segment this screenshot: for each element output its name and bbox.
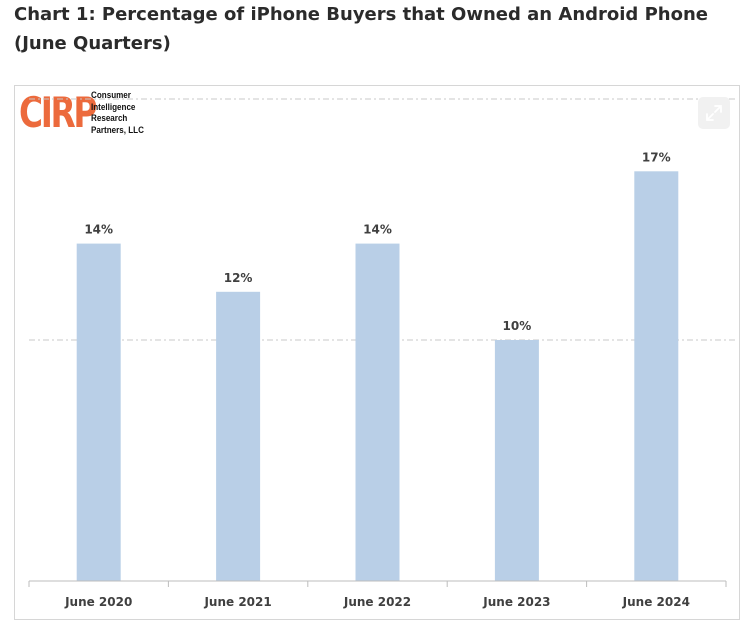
bar bbox=[76, 243, 121, 581]
x-tick-label: June 2022 bbox=[343, 595, 411, 609]
bar bbox=[355, 243, 400, 581]
expand-icon bbox=[706, 105, 722, 121]
expand-button[interactable] bbox=[698, 97, 730, 129]
data-label: 14% bbox=[363, 223, 392, 237]
data-label: 17% bbox=[642, 150, 671, 164]
logo-line: Research bbox=[91, 113, 128, 124]
data-label: 10% bbox=[503, 319, 532, 333]
bar bbox=[634, 171, 679, 582]
logo-line: Consumer bbox=[91, 90, 131, 101]
x-tick-label: June 2021 bbox=[203, 595, 271, 609]
page-title: Chart 1: Percentage of iPhone Buyers tha… bbox=[14, 4, 708, 54]
logo-mark: CIRP bbox=[19, 88, 97, 137]
logo-line: Intelligence bbox=[91, 101, 136, 113]
cirp-logo: CIRP Consumer Intelligence Research Part… bbox=[19, 88, 159, 140]
x-tick-label: June 2020 bbox=[64, 595, 132, 609]
logo-company-name: Consumer Intelligence Research Partners,… bbox=[91, 90, 159, 136]
bar bbox=[494, 340, 539, 581]
logo-line: Partners, LLC bbox=[91, 124, 144, 136]
bar bbox=[216, 291, 261, 581]
data-label: 12% bbox=[224, 271, 253, 285]
x-tick-label: June 2024 bbox=[622, 595, 690, 609]
x-tick-label: June 2023 bbox=[482, 595, 550, 609]
data-label: 14% bbox=[84, 223, 113, 237]
